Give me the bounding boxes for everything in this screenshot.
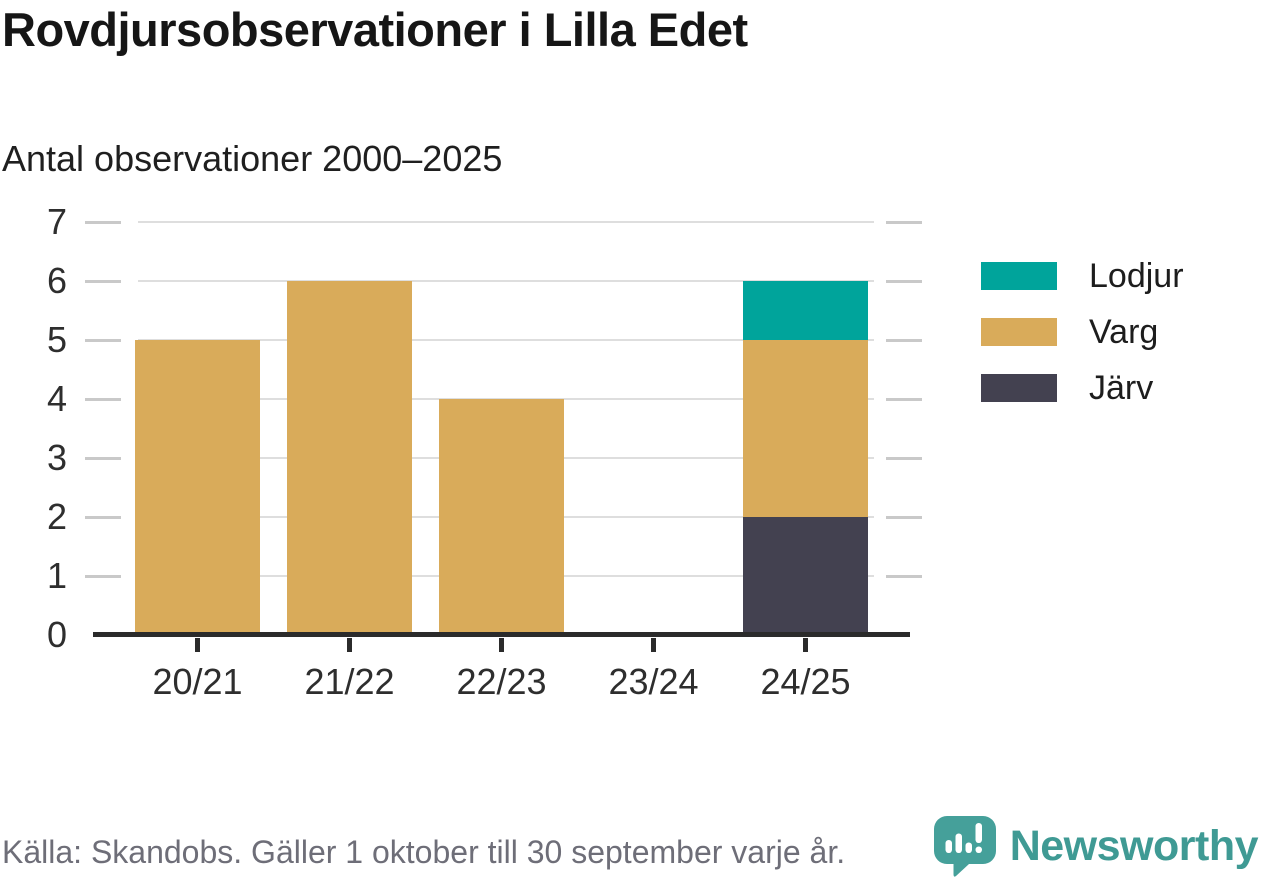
y-tick-right bbox=[886, 280, 922, 283]
x-tick bbox=[803, 638, 808, 652]
y-axis-label: 2 bbox=[46, 496, 67, 537]
legend-swatch-järv bbox=[981, 374, 1057, 402]
x-tick bbox=[195, 638, 200, 652]
legend-swatch-varg bbox=[981, 318, 1057, 346]
y-axis-label: 3 bbox=[46, 437, 67, 478]
y-tick-left bbox=[85, 339, 121, 342]
brand: Newsworthy bbox=[933, 815, 1259, 877]
x-axis-label: 23/24 bbox=[608, 661, 699, 702]
source-note: Källa: Skandobs. Gäller 1 oktober till 3… bbox=[2, 834, 846, 870]
legend-label: Lodjur bbox=[1089, 257, 1184, 295]
bar-segment-lodjur bbox=[743, 281, 868, 340]
y-tick-right bbox=[886, 339, 922, 342]
bar-segment-varg bbox=[287, 281, 412, 635]
y-tick-left bbox=[85, 575, 121, 578]
y-tick-right bbox=[886, 516, 922, 519]
x-tick bbox=[347, 638, 352, 652]
gridline bbox=[138, 339, 874, 341]
legend-item-järv: Järv bbox=[981, 369, 1184, 407]
plot-area: 0 1 2 3 4 5 6 7 20/21 21/22 22/23 23/24 24/25 bbox=[47, 204, 922, 702]
x-axis-label: 24/25 bbox=[760, 661, 851, 702]
bar-segment-järv bbox=[743, 517, 868, 635]
x-tick bbox=[651, 638, 656, 652]
x-axis-label: 20/21 bbox=[152, 661, 243, 702]
y-axis-label: 7 bbox=[46, 201, 67, 242]
y-tick-left bbox=[85, 398, 121, 401]
y-tick-right bbox=[886, 221, 922, 224]
legend-item-varg: Varg bbox=[981, 313, 1184, 351]
gridline bbox=[138, 280, 874, 282]
y-tick-left bbox=[85, 457, 121, 460]
y-tick-left bbox=[85, 280, 121, 283]
y-tick-right bbox=[886, 575, 922, 578]
x-tick bbox=[499, 638, 504, 652]
legend-item-lodjur: Lodjur bbox=[981, 257, 1184, 295]
y-tick-left bbox=[85, 221, 121, 224]
legend-label: Varg bbox=[1089, 313, 1159, 351]
x-axis-label: 21/22 bbox=[304, 661, 395, 702]
footer: Källa: Skandobs. Gäller 1 oktober till 3… bbox=[0, 813, 1262, 879]
bar-segment-varg bbox=[135, 340, 260, 635]
y-axis-label: 5 bbox=[46, 319, 67, 360]
chart-subtitle: Antal observationer 2000–2025 bbox=[2, 138, 503, 179]
legend-label: Järv bbox=[1089, 369, 1154, 407]
newsworthy-logo-icon bbox=[933, 816, 996, 877]
y-tick-left bbox=[85, 516, 121, 519]
y-tick-right bbox=[886, 398, 922, 401]
y-axis-label: 4 bbox=[46, 378, 67, 419]
x-axis-line bbox=[93, 632, 910, 637]
y-axis-label: 0 bbox=[46, 614, 67, 655]
x-axis-label: 22/23 bbox=[456, 661, 547, 702]
bar-segment-varg bbox=[439, 399, 564, 635]
y-axis-label: 6 bbox=[46, 260, 67, 301]
bar-segment-varg bbox=[743, 340, 868, 517]
y-tick-right bbox=[886, 457, 922, 460]
y-axis-label: 1 bbox=[46, 555, 67, 596]
legend-swatch-lodjur bbox=[981, 262, 1057, 290]
chart-title: Rovdjursobservationer i Lilla Edet bbox=[2, 3, 748, 56]
gridline bbox=[138, 221, 874, 223]
brand-wordmark: Newsworthy bbox=[1009, 821, 1259, 870]
legend: Lodjur Varg Järv bbox=[981, 257, 1184, 430]
